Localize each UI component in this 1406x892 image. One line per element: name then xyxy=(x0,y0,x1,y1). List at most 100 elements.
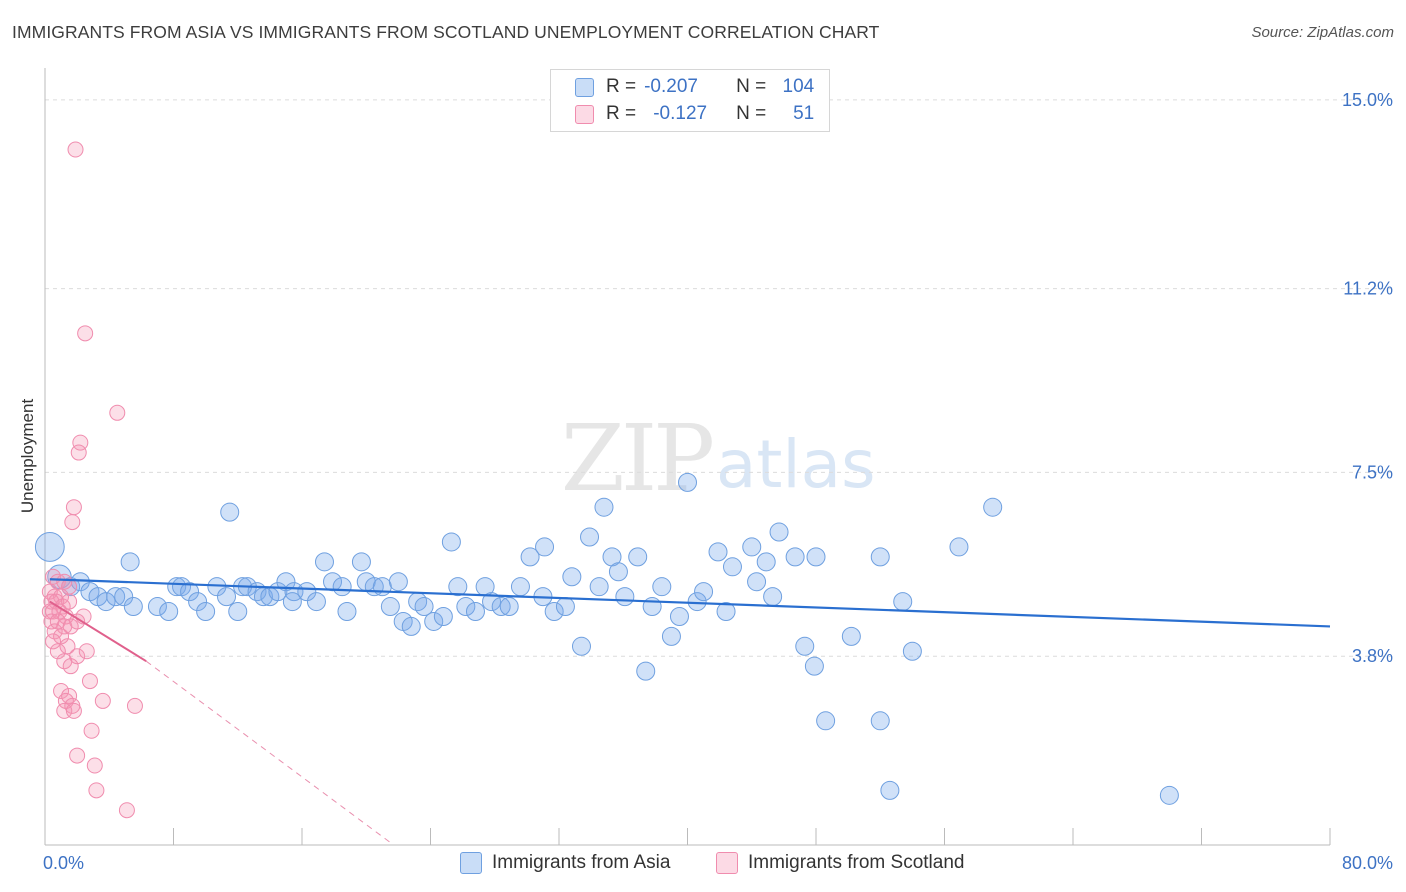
asia-point xyxy=(628,547,648,567)
asia-point xyxy=(120,552,140,572)
scotland-point xyxy=(64,514,81,531)
asia-point xyxy=(763,587,783,607)
asia-point xyxy=(448,577,468,597)
r-value: -0.207 xyxy=(644,76,698,97)
asia-point xyxy=(188,592,208,612)
asia-point xyxy=(441,532,461,552)
asia-point xyxy=(123,597,143,617)
gridlines xyxy=(45,99,1392,657)
asia-point xyxy=(114,587,134,607)
scotland-point xyxy=(118,802,135,819)
scotland-point xyxy=(72,434,89,451)
scotland-point xyxy=(69,613,86,630)
asia-point xyxy=(589,577,609,597)
asia-point xyxy=(636,661,656,681)
asia-point xyxy=(983,497,1003,517)
asia-point xyxy=(388,572,408,592)
asia-point xyxy=(276,572,296,592)
series-legend: Immigrants from Asia Immigrants from Sco… xyxy=(0,852,1406,878)
asia-point xyxy=(196,602,216,622)
asia-point xyxy=(608,562,628,582)
asia-point xyxy=(337,602,357,622)
asia-point xyxy=(456,597,476,617)
asia-point xyxy=(652,577,672,597)
asia-point xyxy=(401,616,421,636)
y-tick-label: 3.8% xyxy=(1352,646,1393,666)
asia-point xyxy=(535,537,555,557)
scotland-point xyxy=(109,404,126,421)
asia-point xyxy=(806,547,826,567)
legend-item-scotland[interactable]: Immigrants from Scotland xyxy=(716,852,964,874)
asia-point xyxy=(228,602,248,622)
asia-point xyxy=(949,537,969,557)
scotland-point xyxy=(65,702,82,719)
asia-point xyxy=(687,592,707,612)
scotland-point xyxy=(49,643,66,660)
legend-item-asia[interactable]: Immigrants from Asia xyxy=(460,852,670,874)
asia-point xyxy=(804,656,824,676)
asia-point xyxy=(880,780,900,800)
asia-swatch xyxy=(460,852,482,874)
asia-swatch xyxy=(575,77,594,97)
asia-point xyxy=(870,547,890,567)
asia-point xyxy=(841,626,861,646)
x-tick-label: 0.0% xyxy=(43,853,84,873)
scotland-point xyxy=(70,444,87,461)
chart-title: IMMIGRANTS FROM ASIA VS IMMIGRANTS FROM … xyxy=(12,22,880,42)
asia-point xyxy=(159,602,179,622)
asia-point xyxy=(499,597,519,617)
asia-point xyxy=(314,552,334,572)
r-label: R = xyxy=(606,103,637,124)
asia-point xyxy=(716,602,736,622)
y-tick-label: 7.5% xyxy=(1352,462,1393,482)
scotland-point xyxy=(56,702,73,719)
n-label: N = xyxy=(736,103,767,124)
asia-point xyxy=(756,552,776,572)
asia-points xyxy=(34,472,1179,805)
asia-point xyxy=(902,641,922,661)
n-value: 51 xyxy=(793,103,815,124)
asia-point xyxy=(694,582,714,602)
asia-point xyxy=(433,606,453,626)
asia-point xyxy=(544,602,564,622)
asia-point xyxy=(306,592,326,612)
scotland-swatch xyxy=(575,104,594,124)
scotland-point xyxy=(78,643,95,660)
scotland-point xyxy=(48,593,65,610)
asia-point xyxy=(678,472,697,492)
asia-point xyxy=(747,572,767,592)
scotland-point xyxy=(69,747,86,764)
asia-point xyxy=(96,592,116,612)
scotland-point xyxy=(56,573,73,590)
asia-point xyxy=(661,626,681,646)
asia-point xyxy=(769,522,789,542)
scotland-point xyxy=(88,782,105,799)
scotland-point xyxy=(56,653,73,670)
scotland-points xyxy=(41,141,143,819)
asia-point xyxy=(332,577,352,597)
y-tick-label: 15.0% xyxy=(1342,90,1393,110)
asia-point xyxy=(34,532,65,562)
scotland-point xyxy=(94,692,111,709)
asia-point xyxy=(615,587,635,607)
asia-point xyxy=(380,597,400,617)
asia-point xyxy=(297,582,317,602)
scotland-point xyxy=(45,633,62,650)
asia-point xyxy=(220,502,240,522)
scotland-point xyxy=(59,638,76,655)
scotland-swatch xyxy=(716,852,738,874)
asia-point xyxy=(351,552,371,572)
asia-point xyxy=(893,592,913,612)
asia-point xyxy=(491,597,511,617)
y-axis-label: Unemployment xyxy=(18,399,37,514)
scotland-point xyxy=(46,623,63,640)
legend-label: Immigrants from Scotland xyxy=(748,852,965,873)
trendlines xyxy=(49,578,1331,843)
watermark-atlas: atlas xyxy=(716,426,876,503)
source-credit: Source: ZipAtlas.com xyxy=(1251,24,1394,41)
y-tick-label: 11.2% xyxy=(1343,279,1393,299)
asia-point xyxy=(520,547,540,567)
asia-point xyxy=(372,577,392,597)
asia-point xyxy=(870,711,890,731)
r-value: -0.127 xyxy=(653,103,708,124)
